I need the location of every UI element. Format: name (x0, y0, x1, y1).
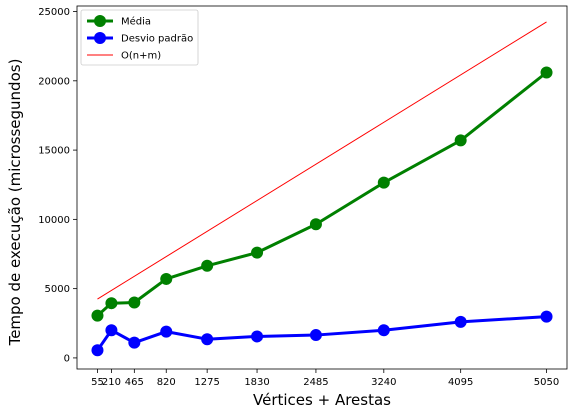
series-line-1 (96, 315, 547, 352)
x-tick-label: 1275 (194, 377, 219, 388)
series-layer (91, 21, 553, 357)
y-tick-label: 15000 (38, 146, 70, 157)
legend: Média Desvio padrão O(n+m) (80, 9, 199, 66)
data-point (454, 315, 467, 328)
data-point (454, 134, 467, 147)
legend-label: O(n+m) (121, 51, 161, 62)
y-tick-label: 0 (64, 353, 70, 364)
data-point (540, 66, 553, 79)
legend-box (80, 9, 199, 66)
data-point (377, 324, 390, 337)
data-point (377, 176, 390, 189)
data-point (105, 324, 118, 337)
y-axis-title: Tempo de execução (microssegundos) (6, 59, 24, 347)
x-tick-label: 4095 (448, 377, 473, 388)
data-point (91, 309, 104, 322)
data-point (251, 246, 264, 259)
x-tick-label: 465 (125, 377, 144, 388)
data-point (160, 272, 173, 285)
y-tick-label: 25000 (38, 7, 70, 18)
plot-frame (76, 5, 568, 370)
data-point (251, 330, 264, 343)
x-tick-label: 5050 (534, 377, 559, 388)
legend-marker (94, 32, 106, 44)
data-point (540, 310, 553, 323)
data-point (309, 218, 322, 231)
legend-label: Média (121, 16, 151, 28)
y-axis: 0 5000 10000 15000 20000 25000 (38, 7, 77, 364)
x-tick-label: 1830 (244, 377, 269, 388)
y-tick-label: 5000 (45, 284, 70, 295)
x-tick-label: 210 (102, 377, 121, 388)
legend-marker (94, 15, 106, 27)
legend-label: Desvio padrão (121, 34, 193, 45)
data-point (160, 325, 173, 338)
x-tick-label: 55 (91, 377, 104, 388)
x-tick-label: 3240 (371, 377, 396, 388)
series-line-2 (97, 21, 547, 300)
data-point (201, 259, 214, 272)
x-axis-title: Vértices + Arestas (253, 391, 391, 409)
y-tick-label: 20000 (38, 76, 70, 87)
data-point (105, 297, 118, 310)
y-tick-label: 10000 (38, 215, 70, 226)
x-tick-label: 820 (157, 377, 176, 388)
data-point (128, 296, 141, 309)
data-point (91, 344, 104, 357)
data-point (309, 329, 322, 342)
data-point (128, 336, 141, 349)
x-tick-label: 2485 (303, 377, 328, 388)
series-line-0 (96, 71, 548, 317)
data-point (201, 333, 214, 346)
